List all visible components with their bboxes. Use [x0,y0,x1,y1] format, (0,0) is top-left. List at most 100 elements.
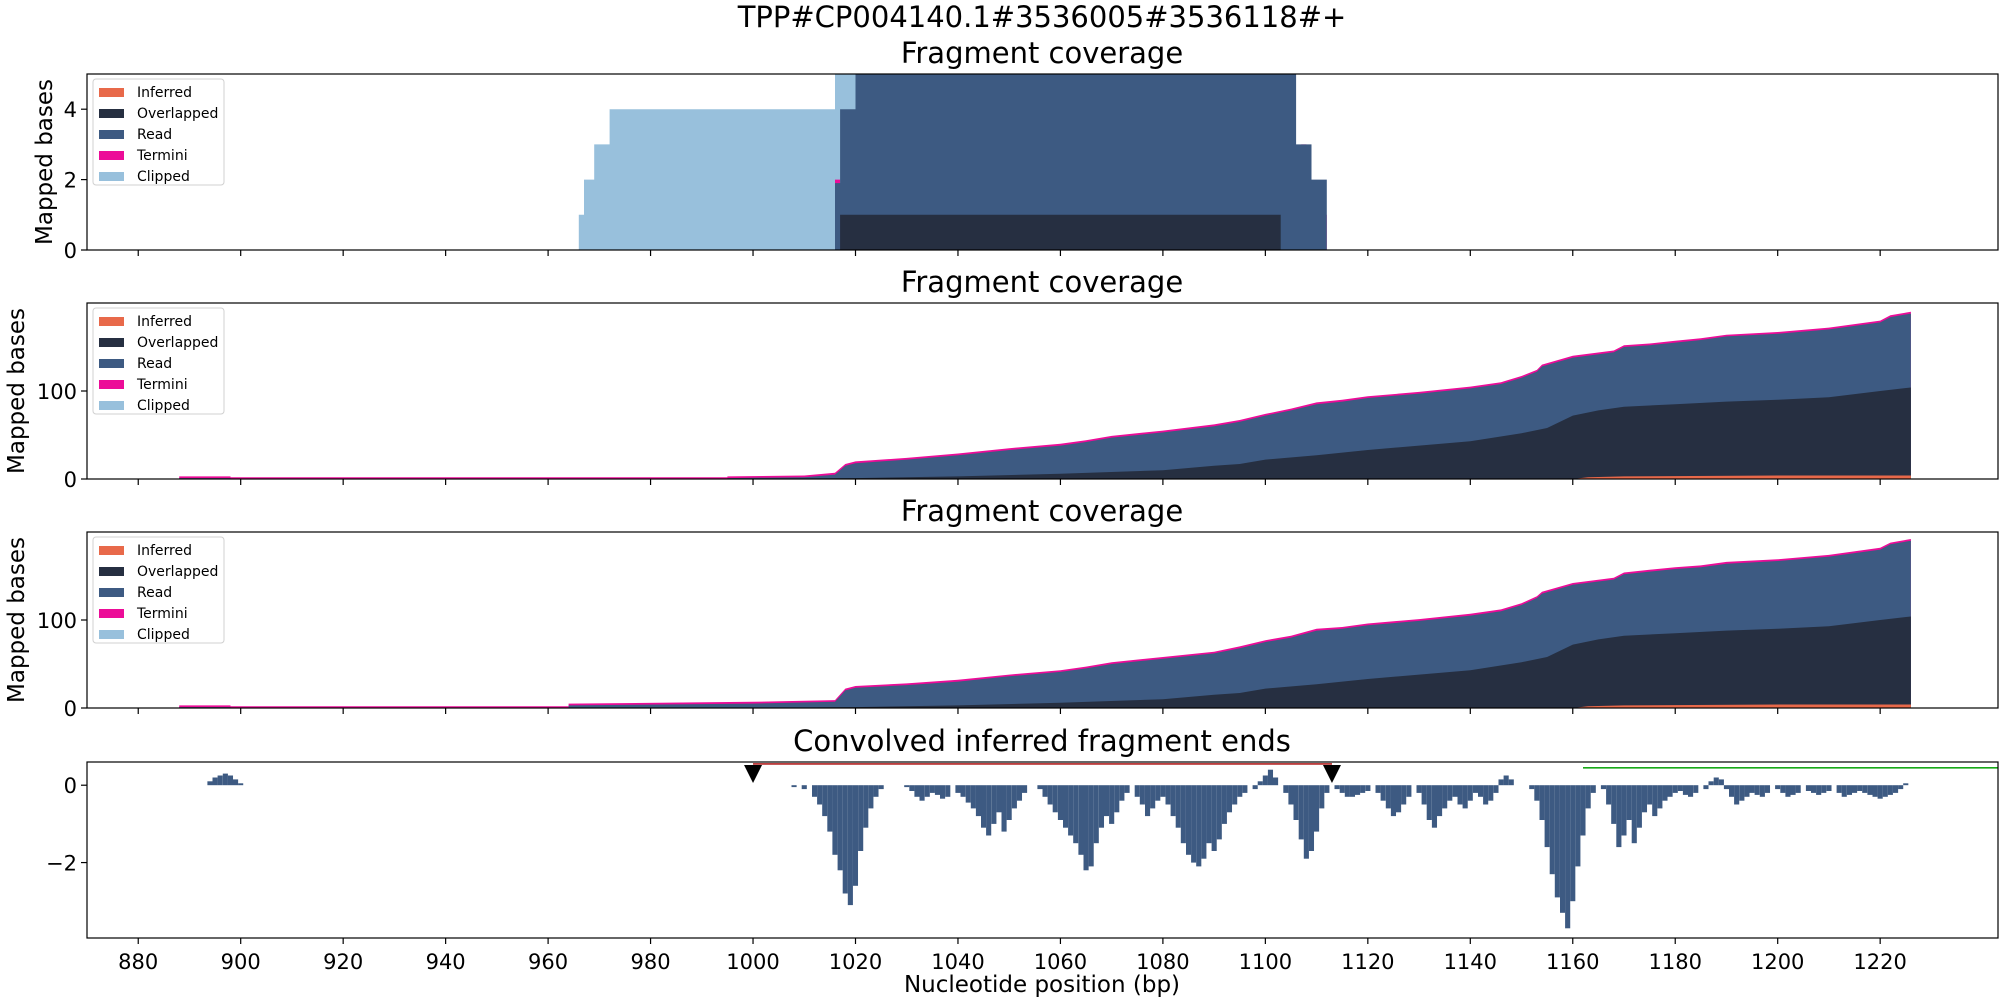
convolved-bar [1124,785,1130,793]
x-tick-label: 1100 [1239,950,1292,974]
convolved-bar [1488,785,1494,801]
convolved-bar [1457,785,1463,805]
convolved-bar [1437,785,1443,817]
convolved-bar [1191,785,1197,863]
convolved-bar [1529,785,1535,790]
convolved-bar [1636,785,1642,828]
convolved-bar [940,785,946,799]
convolved-bar [1846,785,1853,795]
convolved-bar [832,785,838,855]
convolved-bar [975,785,982,817]
convolved-bar [827,785,833,832]
x-tick-label: 1180 [1649,950,1702,974]
convolved-bar [1267,769,1274,786]
panel-1-title: Fragment coverage [901,36,1183,70]
panel-4-data [207,763,1998,929]
convolved-bar [1201,785,1207,859]
convolved-bar [1047,785,1053,805]
convolved-bar [1764,785,1771,793]
legend-label-inferred: Inferred [137,543,192,559]
x-tick-label: 1140 [1444,950,1497,974]
legend-swatch-clipped [99,401,124,410]
convolved-bar [1590,785,1596,793]
legend-label-clipped: Clipped [137,627,190,643]
legend-swatch-read [99,130,124,139]
convolved-bar [1319,785,1325,809]
convolved-bar [1293,785,1299,820]
legend-swatch-read [99,588,124,597]
convolved-bar [1867,785,1873,795]
convolved-bar [227,775,234,786]
convolved-bar [1375,785,1381,793]
convolved-bar [919,785,925,801]
convolved-bar [837,785,843,871]
legend-label-overlapped: Overlapped [137,564,218,580]
convolved-bar [1145,785,1151,817]
panel-2: Fragment coverage Mapped bases 0 100 Infe… [4,265,1999,492]
convolved-bar [1298,785,1304,840]
convolved-bar [1677,785,1683,791]
convolved-bar [1160,785,1166,797]
convolved-bar [1805,785,1812,791]
convolved-bar [909,785,915,791]
convolved-bar [1739,785,1745,801]
legend-label-termini: Termini [136,377,188,393]
x-axis-label: Nucleotide position (bp) [904,972,1180,998]
convolved-bar [1401,785,1407,805]
panel-3-overlapped-area [753,616,1911,708]
convolved-bar [812,785,818,797]
convolved-bar [1385,785,1391,809]
convolved-bar [1349,785,1356,797]
convolved-bar [1339,785,1345,793]
convolved-bar [1780,785,1786,793]
convolved-bar [955,785,961,793]
convolved-bar [1626,785,1632,820]
convolved-bar [1232,785,1238,805]
convolved-bar [1396,785,1402,813]
convolved-bar [1155,785,1161,801]
x-tick-label: 880 [118,950,158,974]
convolved-bar [904,785,910,788]
convolved-bar [1621,785,1627,836]
panel-2-inferred-area [1572,475,1911,479]
convolved-bar [1565,785,1571,929]
panel-2-title: Fragment coverage [901,265,1183,299]
panel-2-legend: Inferred Overlapped Read Termini Clipped [92,307,225,415]
convolved-bar [1380,785,1386,801]
panel-2-frame [86,302,1999,480]
convolved-bar [817,785,823,805]
convolved-bar [1508,779,1514,786]
legend-swatch-overlapped [99,109,124,118]
panel-1-ylabel: Mapped bases [32,79,58,245]
panel-2-read-area [179,313,1911,479]
convolved-bar [1606,785,1612,805]
panel-3-x-ticks [137,708,1881,714]
convolved-bar [1365,785,1371,791]
convolved-bar [1334,785,1340,790]
convolved-bar [868,785,874,809]
convolved-bar [1068,785,1074,836]
legend-label-termini: Termini [136,148,188,164]
convolved-bar [1544,785,1550,848]
convolved-bar [1109,785,1115,824]
convolved-bar [1467,785,1473,801]
convolved-bar [212,777,218,786]
panel-4-axes-frame [86,761,1999,939]
convolved-bar [1134,785,1140,797]
convolved-bar [1795,785,1801,793]
convolved-bar [1667,785,1673,797]
convolved-bar [1662,785,1668,801]
panel-4: Convolved inferred fragment ends 0 −2 880… [46,724,1999,974]
convolved-bar [970,785,976,809]
convolved-bar [1549,785,1555,875]
convolved-bar [1729,785,1735,797]
convolved-bar [1611,785,1617,824]
convolved-bar [1841,785,1847,797]
convolved-bar [1462,785,1468,809]
x-tick-label: 1080 [1136,950,1189,974]
convolved-bar [1657,785,1663,809]
convolved-bar [238,783,244,786]
convolved-bar [1360,785,1366,793]
convolved-bar [791,785,797,788]
